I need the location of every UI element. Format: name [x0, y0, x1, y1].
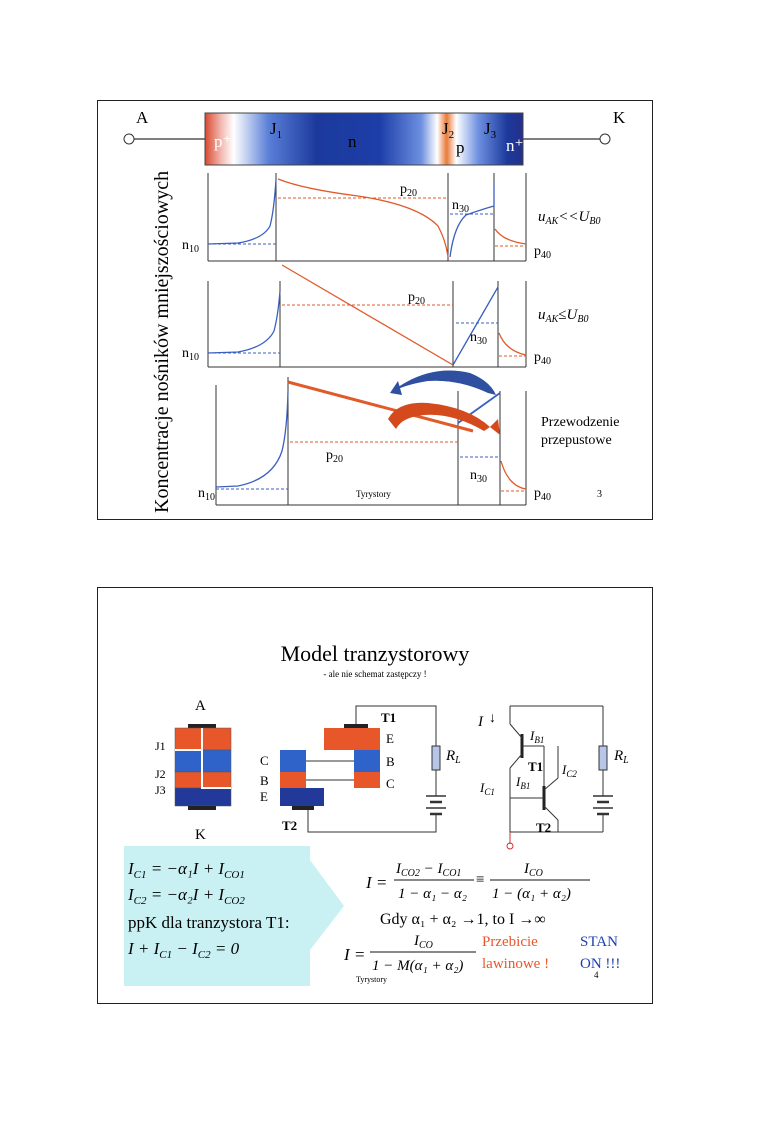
t1-base: B: [386, 754, 395, 769]
structure-cathode-label: K: [195, 827, 206, 843]
p20-label-panel2: p20: [408, 290, 425, 307]
breakdown-label-1: Przebicie: [482, 934, 538, 950]
p40-label-panel1: p40: [534, 244, 551, 261]
p20-label-panel1: p20: [400, 182, 417, 199]
region-p-plus: p⁺: [214, 132, 231, 151]
n10-label-panel1: n10: [182, 238, 199, 255]
n30-label-panel2: n30: [470, 330, 487, 347]
p40-label-panel3: p40: [534, 486, 551, 503]
condition-threshold: uAK≤UB0: [538, 307, 588, 325]
ic2-label: IC2: [561, 762, 577, 779]
equiv-sign: ≡: [476, 872, 484, 888]
condition-blocking: uAK<<UB0: [538, 209, 600, 227]
rl-label-2: RL: [613, 748, 629, 766]
thyristor-layer-bar: [204, 112, 524, 166]
slide2-subtitle: - ale nie schemat zastępczy !: [323, 669, 426, 679]
slide2-footer: Tyrystory: [356, 975, 387, 984]
p20-label-panel3: p20: [326, 448, 343, 465]
gdy-statement: Gdy α₁ + α₂ →1, to I →∞: [380, 911, 546, 928]
slide2-title: Model tranzystorowy: [281, 641, 470, 666]
junction-j3-label: J3: [484, 119, 497, 141]
n10-label-panel2: n10: [182, 346, 199, 363]
blue-feedback-arrow-icon: [390, 370, 496, 395]
t2-emitter: E: [260, 789, 268, 804]
t2-label: T2: [282, 818, 297, 833]
four-layer-structure: A J1 J2 J3 K: [155, 698, 232, 843]
region-p: p: [456, 138, 465, 157]
t1-emitter: E: [386, 731, 394, 746]
p40-label-panel2: p40: [534, 350, 551, 367]
ib1-top-label: IB1: [529, 728, 544, 745]
condition-conducting-line1: Przewodzenie: [541, 415, 620, 430]
t2-collector: C: [260, 753, 269, 768]
two-transistor-circuit: I ↓ IB1 T1 IC2 IC1 IB1 T2 RL: [477, 705, 629, 850]
equations-left: IC1 = −α₁I + ICO1 IC2 = −α₂I + ICO2 ppK …: [127, 859, 290, 961]
terminal-k-dot: [599, 133, 611, 145]
rl-label-1: RL: [445, 748, 461, 766]
t1-label: T1: [381, 710, 396, 725]
red-feedback-arrow-icon: [388, 402, 490, 431]
junction-j1-label: J1: [270, 119, 282, 141]
kcl-label: ppK dla tranzystora T1:: [128, 913, 290, 932]
equations-right: I = ICO2 − ICO1 1 − α₁ − α₂ ≡ ICO 1 − (α…: [343, 861, 620, 974]
terminal-a-dot: [123, 133, 135, 145]
condition-conducting-line2: przepustowe: [541, 433, 612, 448]
frac1-denominator: 1 − α₁ − α₂: [398, 886, 467, 902]
gate-terminal-icon: [506, 842, 514, 850]
terminal-a-label: A: [136, 108, 149, 127]
n10-label-panel3: n10: [198, 486, 215, 503]
slide1-page-number: 3: [597, 489, 602, 500]
transistor-model-diagram: Model tranzystorowy - ale nie schemat za…: [124, 641, 629, 986]
t1-circuit-label: T1: [528, 759, 543, 774]
eq-ic1: IC1 = −α₁I + ICO1: [127, 859, 245, 881]
junction-j3: J3: [155, 783, 166, 797]
junction-j2-label: J2: [442, 119, 454, 141]
frac2-denominator: 1 − (α₁ + α₂): [492, 886, 571, 902]
slide-thyristor-carrier-concentration: A K p⁺ J1 n J2 p J3 n⁺ Koncentracje nośn…: [97, 100, 653, 520]
region-n: n: [348, 132, 357, 151]
panel-threshold-state: n10 p20 n30 p40 uAK≤UB0: [182, 264, 588, 368]
panel-conducting-state: n10 p20 n30 p40 Przewodzenie przepustowe: [198, 370, 620, 506]
slide2-page-number: 4: [594, 970, 599, 980]
frac2-numerator: ICO: [523, 861, 543, 879]
state-label-1: STAN: [580, 934, 618, 950]
t2-circuit-label: T2: [536, 820, 551, 835]
t2-base: B: [260, 773, 269, 788]
eq-i-lhs-2: I =: [343, 945, 365, 964]
breakdown-label-2: lawinowe !: [482, 956, 549, 972]
frac3-denominator: 1 − M(α₁ + α₂): [372, 958, 463, 974]
state-label-2: ON !!!: [580, 956, 620, 972]
load-resistor-2: [598, 745, 608, 771]
frac1-numerator: ICO2 − ICO1: [395, 861, 461, 879]
eq-i-lhs: I =: [365, 873, 387, 892]
load-resistor-1: [431, 745, 441, 771]
carrier-concentration-diagram: A K p⁺ J1 n J2 p J3 n⁺ Koncentracje nośn…: [123, 108, 626, 513]
y-axis-label: Koncentracje nośników mniejszościowych: [151, 171, 173, 513]
ic1-label: IC1: [479, 780, 495, 797]
n30-label-panel3: n30: [470, 468, 487, 485]
split-transistor-structure: C B E T2 T1 E B C RL: [260, 705, 461, 833]
junction-j1: J1: [155, 739, 166, 753]
t1-collector: C: [386, 776, 395, 791]
current-i-label: I: [477, 714, 484, 730]
panel-blocking-state: n10 p20 n30 p40 uAK<<UB0: [182, 173, 600, 262]
slide1-footer: Tyrystory: [356, 489, 391, 499]
structure-anode-label: A: [195, 698, 206, 714]
region-n-plus: n⁺: [506, 136, 523, 155]
slide-transistor-model: Model tranzystorowy - ale nie schemat za…: [97, 587, 653, 1004]
terminal-k-label: K: [613, 108, 626, 127]
n30-label-panel1: n30: [452, 198, 469, 215]
junction-j2: J2: [155, 767, 166, 781]
down-arrow-icon: ↓: [489, 711, 496, 726]
frac3-numerator: ICO: [413, 933, 433, 951]
equation-highlight-box: [124, 846, 344, 986]
ib1-bottom-label: IB1: [515, 774, 530, 791]
eq-ic2: IC2 = −α₂I + ICO2: [127, 885, 245, 907]
kcl-equation: I + IC1 − IC2 = 0: [127, 939, 240, 961]
